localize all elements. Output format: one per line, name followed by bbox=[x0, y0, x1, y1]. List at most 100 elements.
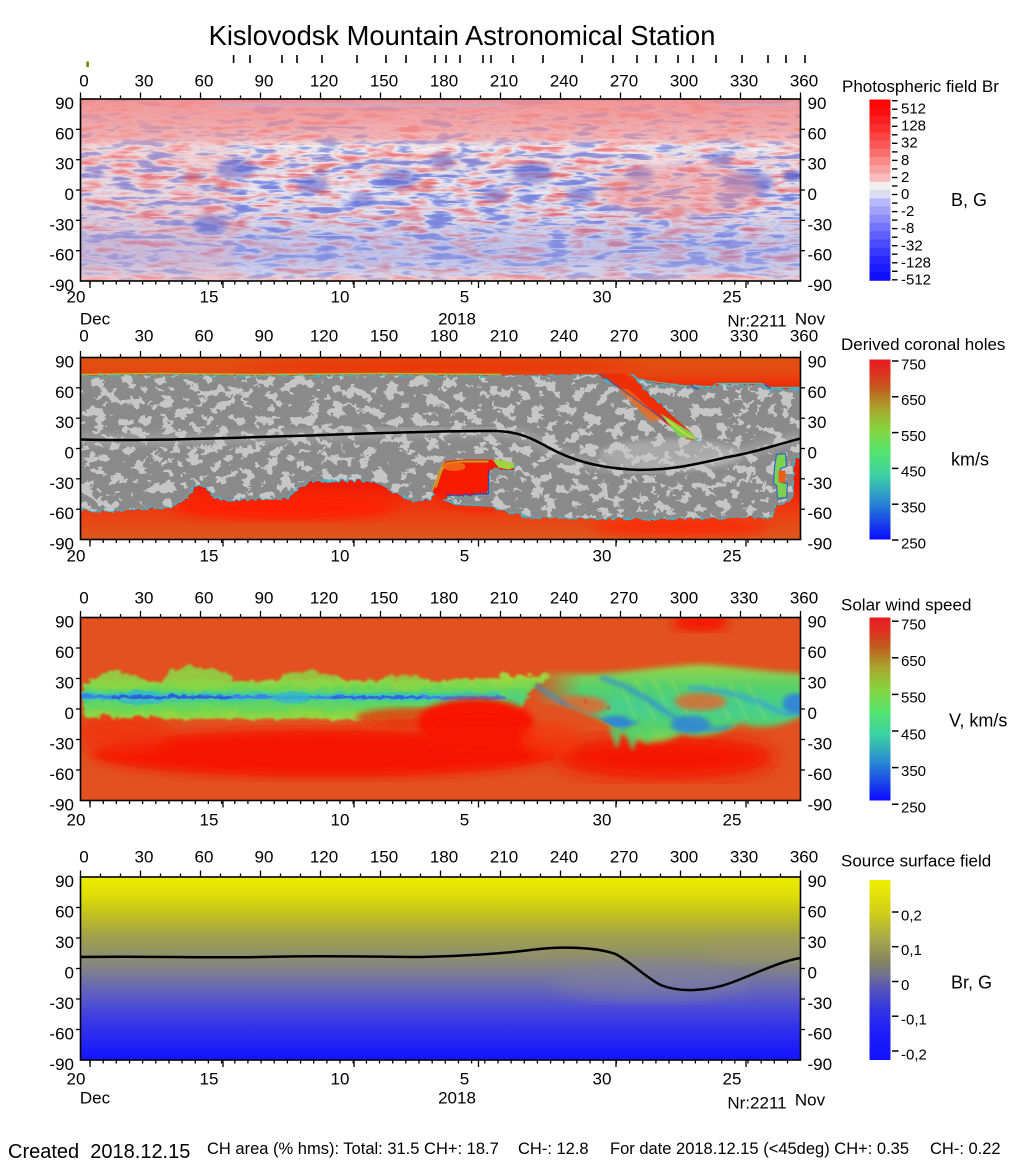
svg-text:300: 300 bbox=[670, 72, 698, 91]
svg-text:20: 20 bbox=[67, 547, 86, 566]
svg-text:0: 0 bbox=[65, 964, 74, 983]
svg-text:-60: -60 bbox=[808, 765, 833, 784]
svg-text:0: 0 bbox=[79, 327, 88, 346]
svg-text:-60: -60 bbox=[49, 246, 74, 265]
svg-text:Derived coronal holes: Derived coronal holes bbox=[841, 335, 1005, 354]
svg-text:-30: -30 bbox=[49, 735, 74, 754]
svg-text:120: 120 bbox=[310, 848, 338, 867]
svg-text:512: 512 bbox=[901, 101, 926, 118]
svg-text:210: 210 bbox=[490, 327, 518, 346]
svg-text:-90: -90 bbox=[808, 535, 833, 554]
svg-text:300: 300 bbox=[670, 589, 698, 608]
svg-text:90: 90 bbox=[808, 94, 827, 113]
svg-text:-60: -60 bbox=[49, 765, 74, 784]
svg-text:-90: -90 bbox=[49, 276, 74, 295]
svg-text:CH-: 12.8: CH-: 12.8 bbox=[518, 1140, 589, 1158]
svg-text:450: 450 bbox=[901, 726, 926, 743]
svg-text:20: 20 bbox=[67, 811, 86, 830]
svg-text:-60: -60 bbox=[808, 1025, 833, 1044]
svg-text:-90: -90 bbox=[808, 796, 833, 815]
svg-text:-0,2: -0,2 bbox=[901, 1046, 927, 1063]
svg-text:-30: -30 bbox=[808, 215, 833, 234]
svg-text:60: 60 bbox=[808, 643, 827, 662]
svg-text:-128: -128 bbox=[901, 254, 931, 271]
svg-text:90: 90 bbox=[255, 848, 274, 867]
svg-text:15: 15 bbox=[200, 547, 219, 566]
svg-text:60: 60 bbox=[55, 124, 74, 143]
svg-text:0,1: 0,1 bbox=[901, 942, 922, 959]
svg-text:-60: -60 bbox=[808, 504, 833, 523]
svg-text:330: 330 bbox=[730, 327, 758, 346]
svg-text:60: 60 bbox=[195, 72, 214, 91]
svg-text:10: 10 bbox=[331, 1070, 350, 1089]
svg-text:90: 90 bbox=[255, 589, 274, 608]
svg-text:Solar wind speed: Solar wind speed bbox=[841, 596, 971, 615]
svg-text:30: 30 bbox=[593, 1070, 612, 1089]
svg-text:0: 0 bbox=[65, 444, 74, 463]
svg-text:5: 5 bbox=[460, 547, 469, 566]
svg-text:Dec: Dec bbox=[80, 1089, 111, 1108]
svg-text:350: 350 bbox=[901, 500, 926, 517]
svg-text:10: 10 bbox=[331, 547, 350, 566]
svg-text:240: 240 bbox=[550, 848, 578, 867]
svg-text:60: 60 bbox=[55, 903, 74, 922]
svg-text:0: 0 bbox=[79, 848, 88, 867]
svg-text:2018: 2018 bbox=[438, 1089, 476, 1108]
svg-text:For date 2018.12.15 (<45deg) C: For date 2018.12.15 (<45deg) CH+: 0.35 bbox=[610, 1140, 909, 1158]
svg-text:-30: -30 bbox=[49, 474, 74, 493]
svg-text:20: 20 bbox=[67, 288, 86, 307]
svg-text:-30: -30 bbox=[808, 735, 833, 754]
svg-text:5: 5 bbox=[460, 1070, 469, 1089]
svg-text:32: 32 bbox=[901, 135, 918, 152]
svg-text:0: 0 bbox=[65, 704, 74, 723]
svg-text:10: 10 bbox=[331, 811, 350, 830]
svg-text:30: 30 bbox=[808, 674, 827, 693]
svg-text:0: 0 bbox=[79, 72, 88, 91]
svg-text:30: 30 bbox=[55, 413, 74, 432]
svg-text:0: 0 bbox=[901, 186, 909, 203]
svg-text:-30: -30 bbox=[49, 215, 74, 234]
svg-text:-30: -30 bbox=[808, 994, 833, 1013]
svg-text:550: 550 bbox=[901, 690, 926, 707]
svg-text:450: 450 bbox=[901, 464, 926, 481]
svg-text:270: 270 bbox=[610, 589, 638, 608]
svg-text:0: 0 bbox=[79, 589, 88, 608]
svg-text:-60: -60 bbox=[808, 246, 833, 265]
svg-text:128: 128 bbox=[901, 118, 926, 135]
svg-text:10: 10 bbox=[331, 288, 350, 307]
svg-text:360: 360 bbox=[790, 327, 818, 346]
svg-text:270: 270 bbox=[610, 72, 638, 91]
svg-text:30: 30 bbox=[55, 674, 74, 693]
svg-text:Nr:2211: Nr:2211 bbox=[727, 1094, 786, 1113]
svg-text:60: 60 bbox=[55, 643, 74, 662]
svg-text:330: 330 bbox=[730, 589, 758, 608]
svg-text:330: 330 bbox=[730, 848, 758, 867]
svg-text:5: 5 bbox=[460, 811, 469, 830]
svg-text:60: 60 bbox=[808, 124, 827, 143]
svg-text:25: 25 bbox=[723, 547, 742, 566]
svg-text:30: 30 bbox=[593, 547, 612, 566]
svg-text:30: 30 bbox=[55, 933, 74, 952]
svg-text:120: 120 bbox=[310, 327, 338, 346]
svg-text:270: 270 bbox=[610, 848, 638, 867]
svg-text:0,2: 0,2 bbox=[901, 907, 922, 924]
svg-text:-90: -90 bbox=[49, 1055, 74, 1074]
svg-text:90: 90 bbox=[808, 613, 827, 632]
svg-text:300: 300 bbox=[670, 848, 698, 867]
svg-text:-2: -2 bbox=[901, 203, 914, 220]
svg-text:-0,1: -0,1 bbox=[901, 1012, 927, 1029]
svg-text:Nov: Nov bbox=[795, 310, 826, 329]
svg-text:km/s: km/s bbox=[951, 450, 989, 470]
svg-text:Source surface field: Source surface field bbox=[841, 852, 991, 871]
svg-text:180: 180 bbox=[430, 589, 458, 608]
svg-text:0: 0 bbox=[808, 444, 817, 463]
svg-text:0: 0 bbox=[808, 964, 817, 983]
svg-text:-90: -90 bbox=[808, 276, 833, 295]
svg-text:25: 25 bbox=[723, 811, 742, 830]
svg-text:210: 210 bbox=[490, 72, 518, 91]
svg-text:V, km/s: V, km/s bbox=[949, 711, 1007, 731]
svg-text:25: 25 bbox=[723, 1070, 742, 1089]
svg-text:180: 180 bbox=[430, 72, 458, 91]
svg-text:180: 180 bbox=[430, 327, 458, 346]
svg-text:30: 30 bbox=[55, 155, 74, 174]
